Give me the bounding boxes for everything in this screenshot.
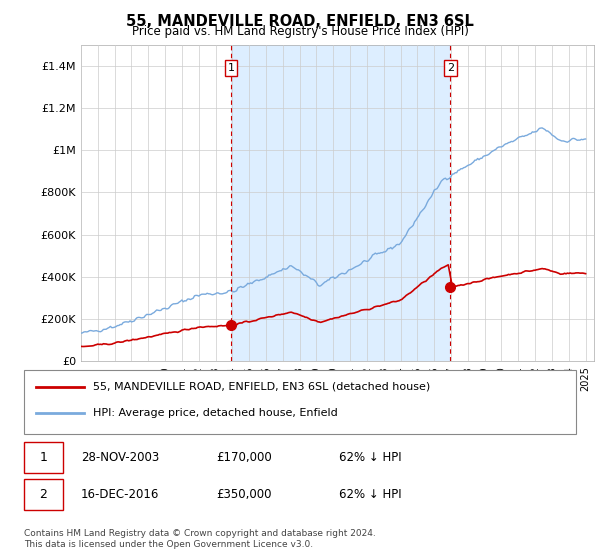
Text: 2: 2 <box>40 488 47 501</box>
Text: 55, MANDEVILLE ROAD, ENFIELD, EN3 6SL: 55, MANDEVILLE ROAD, ENFIELD, EN3 6SL <box>126 14 474 29</box>
Text: HPI: Average price, detached house, Enfield: HPI: Average price, detached house, Enfi… <box>93 408 338 418</box>
Text: 28-NOV-2003: 28-NOV-2003 <box>81 451 159 464</box>
Text: 16-DEC-2016: 16-DEC-2016 <box>81 488 160 501</box>
Text: 1: 1 <box>40 451 47 464</box>
Text: 1: 1 <box>227 63 235 73</box>
Text: 55, MANDEVILLE ROAD, ENFIELD, EN3 6SL (detached house): 55, MANDEVILLE ROAD, ENFIELD, EN3 6SL (d… <box>93 382 430 392</box>
Text: Contains HM Land Registry data © Crown copyright and database right 2024.
This d: Contains HM Land Registry data © Crown c… <box>24 529 376 549</box>
Text: 62% ↓ HPI: 62% ↓ HPI <box>339 488 401 501</box>
Bar <box>231 45 451 361</box>
Text: £170,000: £170,000 <box>216 451 272 464</box>
Text: £350,000: £350,000 <box>216 488 271 501</box>
Text: 2: 2 <box>447 63 454 73</box>
Text: Price paid vs. HM Land Registry's House Price Index (HPI): Price paid vs. HM Land Registry's House … <box>131 25 469 38</box>
Text: 62% ↓ HPI: 62% ↓ HPI <box>339 451 401 464</box>
